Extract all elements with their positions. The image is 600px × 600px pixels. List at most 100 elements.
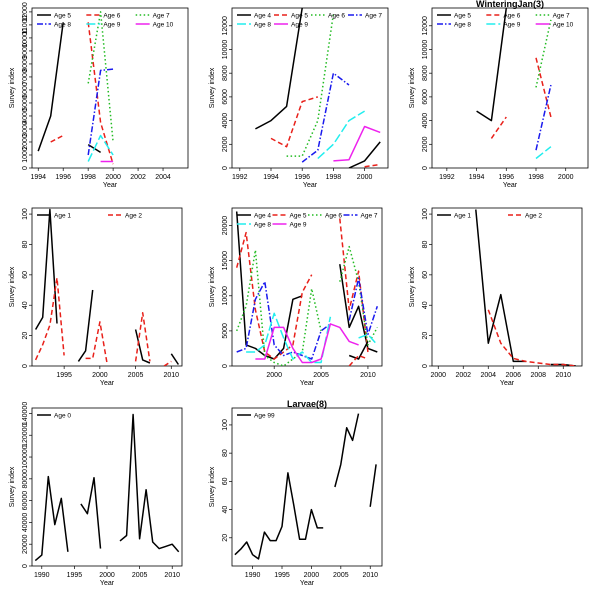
series-line-age-6 bbox=[286, 13, 335, 157]
series-line-age-7 bbox=[87, 11, 114, 143]
x-tick-label: 1998 bbox=[528, 174, 544, 181]
legend-label: Age 7 bbox=[553, 13, 570, 20]
y-tick-label: 10000 bbox=[222, 40, 229, 60]
legend-label: Age 1 bbox=[454, 213, 471, 220]
y-tick-label: 0 bbox=[22, 166, 29, 170]
legend-label: Age 6 bbox=[103, 13, 120, 20]
y-tick-label: 40 bbox=[222, 506, 229, 514]
y-tick-label: 20000 bbox=[22, 534, 29, 554]
series-line-age-6 bbox=[50, 22, 114, 165]
y-tick-label: 10000 bbox=[422, 40, 429, 60]
x-tick-label: 1994 bbox=[469, 174, 485, 181]
series-group bbox=[235, 211, 379, 366]
y-tick-label: 12000 bbox=[222, 16, 229, 36]
x-tick-label: 1990 bbox=[245, 572, 261, 579]
y-tick-label: 15000 bbox=[222, 251, 229, 271]
series-line-age-8 bbox=[317, 110, 365, 160]
y-tick-label: 5000 bbox=[22, 95, 29, 111]
y-tick-label: 80 bbox=[22, 240, 29, 248]
legend-label: Age 4 bbox=[254, 213, 271, 220]
y-tick-label: 40 bbox=[422, 301, 429, 309]
x-tick-label: 1995 bbox=[56, 372, 72, 379]
legend: Age 5 Age 6 Age 7 Age 8 Age 9 Age 10 bbox=[37, 13, 174, 29]
x-axis-label: Year bbox=[100, 580, 115, 587]
legend-label: Age 9 bbox=[103, 22, 120, 29]
y-tick-label: 7000 bbox=[22, 69, 29, 85]
y-tick-label: 10000 bbox=[22, 28, 29, 48]
x-tick-label: 2000 bbox=[105, 174, 121, 181]
chart-title: WinteringJan(3) bbox=[476, 0, 544, 9]
y-axis-label: Survey index bbox=[209, 466, 216, 507]
series-group bbox=[34, 413, 180, 562]
y-tick-label: 20000 bbox=[222, 216, 229, 236]
x-tick-label: 1990 bbox=[34, 572, 50, 579]
y-tick-label: 8000 bbox=[422, 65, 429, 81]
plot-frame bbox=[431, 207, 583, 367]
x-tick-label: 2004 bbox=[155, 174, 171, 181]
y-tick-label: 6000 bbox=[422, 89, 429, 105]
x-axis-label: Year bbox=[303, 182, 318, 189]
y-tick-label: 80 bbox=[422, 240, 429, 248]
y-tick-label: 1000 bbox=[22, 147, 29, 163]
y-axis-label: Survey index bbox=[9, 266, 16, 307]
legend-label: Age 1 bbox=[54, 213, 71, 220]
y-tick-label: 0 bbox=[222, 364, 229, 368]
y-tick-label: 100000 bbox=[22, 445, 29, 468]
legend: Age 5 Age 6 Age 7 Age 8 Age 9 Age 10 bbox=[437, 13, 574, 29]
series-group bbox=[37, 11, 114, 165]
y-tick-label: 140000 bbox=[22, 402, 29, 425]
y-tick-label: 8000 bbox=[222, 65, 229, 81]
series-line-age-4 bbox=[255, 8, 303, 130]
series-line-age-4 bbox=[235, 211, 378, 360]
x-tick-label: 2000 bbox=[304, 572, 320, 579]
series-line-age-1 bbox=[34, 208, 180, 365]
x-axis-label: Year bbox=[300, 580, 315, 587]
legend-label: Age 7 bbox=[361, 213, 378, 220]
y-axis-label: Survey index bbox=[9, 67, 16, 108]
y-tick-label: 8000 bbox=[22, 56, 29, 72]
x-tick-label: 1995 bbox=[67, 572, 83, 579]
x-tick-label: 1998 bbox=[80, 174, 96, 181]
x-tick-label: 2000 bbox=[558, 174, 574, 181]
x-tick-label: 2010 bbox=[360, 372, 376, 379]
series-line-age-5 bbox=[270, 96, 319, 148]
legend-label: Age 8 bbox=[454, 22, 471, 29]
y-tick-label: 100 bbox=[222, 419, 229, 431]
y-tick-label: 100 bbox=[22, 208, 29, 220]
series-line-age-2 bbox=[34, 277, 172, 366]
legend-label: Age 6 bbox=[328, 13, 345, 20]
legend-label: Age 7 bbox=[365, 13, 382, 20]
legend: Age 4 Age 5 Age 6 Age 7 Age 8 Age 9 bbox=[237, 213, 378, 229]
y-axis-label: Survey index bbox=[209, 67, 216, 108]
y-tick-label: 0 bbox=[22, 364, 29, 368]
y-axis-label: Survey index bbox=[409, 67, 416, 108]
legend-label: Age 5 bbox=[291, 13, 308, 20]
chart-panel-3: WinteringJan(3) 1992 1994 1996 1998 2000 Year 0… bbox=[409, 0, 589, 189]
x-tick-label: 2005 bbox=[313, 372, 329, 379]
series-line-age-9 bbox=[333, 125, 381, 162]
plot-frame bbox=[231, 7, 389, 169]
series-group bbox=[34, 208, 180, 366]
plot-frame bbox=[31, 207, 183, 367]
y-tick-label: 80 bbox=[222, 449, 229, 457]
chart-panel-5: 2000 2005 2010 Year 0 5000 10000 15000 20000 Surv… bbox=[209, 207, 383, 387]
x-tick-label: 1995 bbox=[274, 572, 290, 579]
x-tick-label: 1996 bbox=[55, 174, 71, 181]
series-line-age-5 bbox=[476, 8, 508, 122]
series-line-age-7 bbox=[236, 277, 379, 360]
y-tick-label: 0 bbox=[422, 364, 429, 368]
y-tick-label: 80000 bbox=[22, 469, 29, 489]
legend-label: Age 5 bbox=[54, 13, 71, 20]
x-tick-label: 1992 bbox=[232, 174, 248, 181]
x-tick-label: 2010 bbox=[555, 372, 571, 379]
x-tick-label: 2005 bbox=[333, 572, 349, 579]
y-axis-label: Survey index bbox=[209, 266, 216, 307]
y-axis-label: Survey index bbox=[409, 266, 416, 307]
series-line-age-2 bbox=[487, 309, 576, 366]
y-tick-label: 40000 bbox=[22, 513, 29, 533]
y-tick-label: 20 bbox=[422, 332, 429, 340]
plot-frame bbox=[431, 7, 589, 169]
x-tick-label: 2002 bbox=[455, 372, 471, 379]
series-line-extra-6 bbox=[348, 341, 369, 360]
legend-label: Age 5 bbox=[290, 213, 307, 220]
